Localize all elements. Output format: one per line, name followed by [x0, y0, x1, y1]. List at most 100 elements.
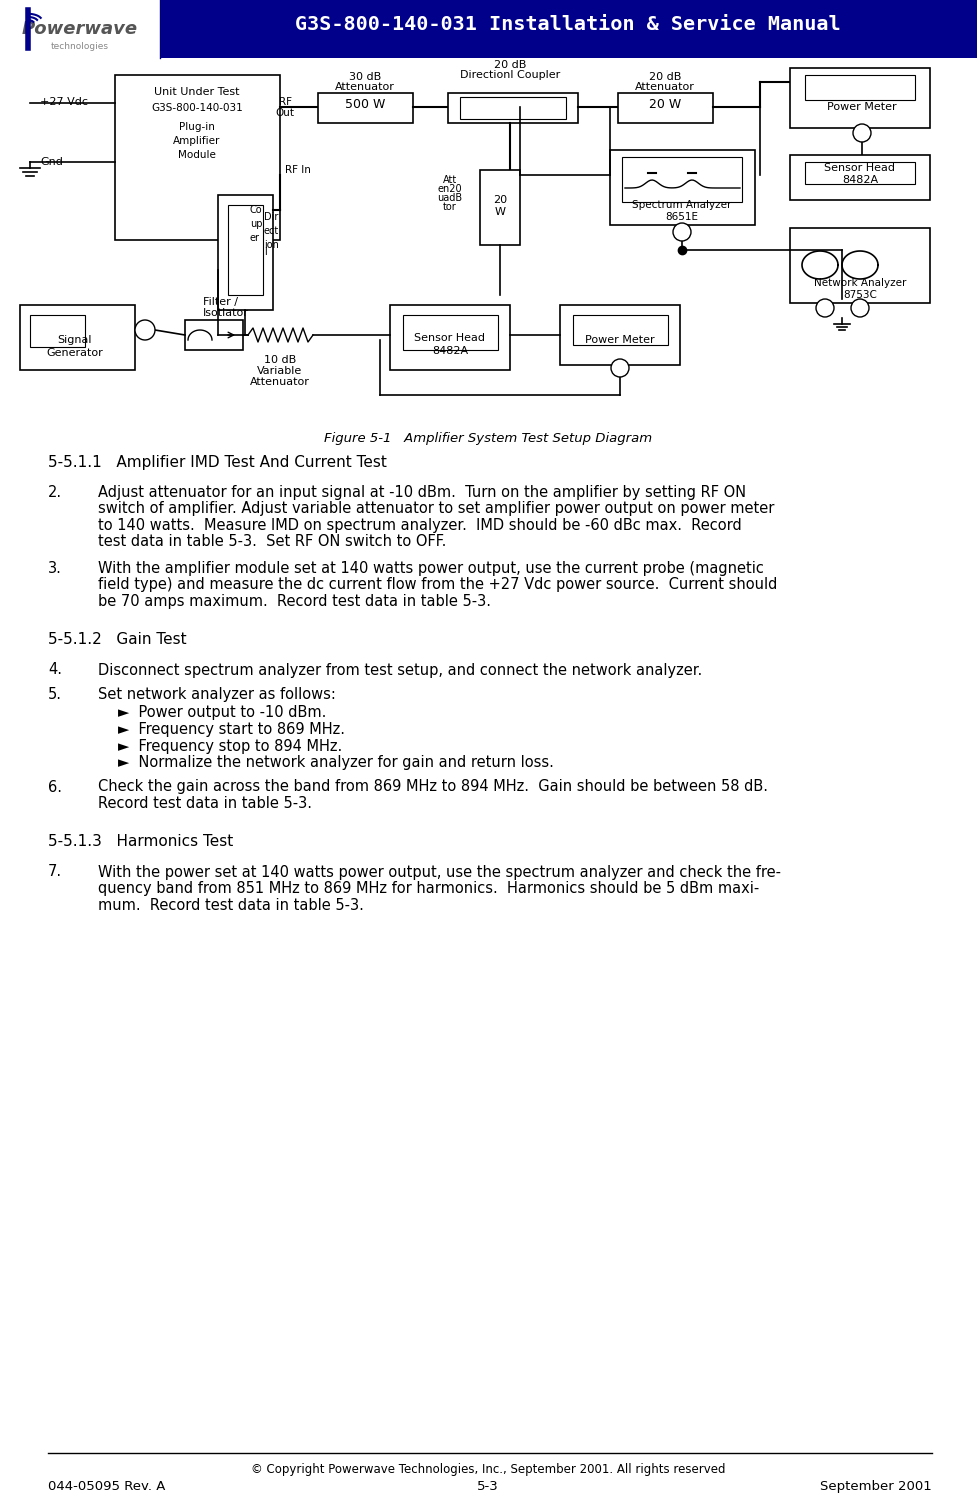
Text: ►  Frequency start to 869 MHz.: ► Frequency start to 869 MHz. [118, 721, 345, 736]
Text: Isotlator: Isotlator [203, 308, 249, 319]
Text: September 2001: September 2001 [821, 1480, 932, 1492]
Bar [218, 195, 273, 310]
Text: 5-5.1.2   Gain Test: 5-5.1.2 Gain Test [48, 633, 187, 648]
Bar [805, 162, 915, 183]
Text: 7.: 7. [48, 864, 63, 879]
Text: G3S-800-140-031: G3S-800-140-031 [151, 104, 243, 113]
Text: Attenuator: Attenuator [250, 377, 310, 386]
Text: up: up [250, 219, 263, 228]
Text: ►  Frequency stop to 894 MHz.: ► Frequency stop to 894 MHz. [118, 738, 342, 753]
Text: RF In: RF In [285, 165, 311, 174]
Circle shape [135, 320, 155, 340]
Text: Attenuator: Attenuator [635, 83, 695, 92]
Text: technologies: technologies [51, 42, 109, 51]
Text: 5-5.1.1   Amplifier IMD Test And Current Test: 5-5.1.1 Amplifier IMD Test And Current T… [48, 455, 387, 470]
Text: be 70 amps maximum.  Record test data in table 5-3.: be 70 amps maximum. Record test data in … [98, 594, 491, 609]
Text: Module: Module [178, 150, 216, 159]
Text: Power Meter: Power Meter [828, 102, 897, 113]
Bar [790, 68, 930, 128]
Text: Figure 5-1   Amplifier System Test Setup Diagram: Figure 5-1 Amplifier System Test Setup D… [324, 431, 652, 445]
Text: 20 dB: 20 dB [493, 60, 527, 71]
Text: en20: en20 [438, 183, 462, 194]
Text: 20: 20 [493, 195, 507, 204]
Bar [185, 320, 243, 350]
Circle shape [816, 299, 834, 317]
Text: Sensor Head: Sensor Head [414, 334, 486, 343]
Text: 2.: 2. [48, 485, 63, 500]
Text: W: W [494, 207, 505, 216]
Text: Signal: Signal [58, 335, 92, 346]
Bar [115, 75, 280, 240]
Bar [480, 170, 520, 245]
Bar [618, 93, 713, 123]
Text: Generator: Generator [47, 349, 104, 358]
Bar [790, 228, 930, 304]
Text: Filter /: Filter / [203, 298, 238, 307]
Bar [573, 316, 668, 346]
Bar [460, 98, 566, 119]
Text: 5-3: 5-3 [477, 1480, 499, 1492]
Bar [805, 75, 915, 101]
Bar [318, 93, 413, 123]
Text: mum.  Record test data in table 5-3.: mum. Record test data in table 5-3. [98, 897, 363, 912]
Text: Network Analyzer: Network Analyzer [814, 278, 907, 289]
Text: 500 W: 500 W [345, 98, 385, 111]
Bar [0, 0, 160, 59]
Text: switch of amplifier. Adjust variable attenuator to set amplifier power output on: switch of amplifier. Adjust variable att… [98, 502, 775, 517]
Circle shape [611, 359, 629, 377]
Text: 8482A: 8482A [842, 174, 878, 185]
Text: 10 dB: 10 dB [264, 355, 296, 365]
Text: Record test data in table 5-3.: Record test data in table 5-3. [98, 797, 312, 812]
Text: quency band from 851 MHz to 869 MHz for harmonics.  Harmonics should be 5 dBm ma: quency band from 851 MHz to 869 MHz for … [98, 881, 759, 896]
Circle shape [853, 125, 871, 141]
Text: Variable: Variable [257, 367, 303, 376]
Text: Check the gain across the band from 869 MHz to 894 MHz.  Gain should be between : Check the gain across the band from 869 … [98, 780, 768, 795]
Text: Power Meter: Power Meter [585, 335, 655, 346]
Text: Att: Att [443, 174, 457, 185]
Bar [228, 204, 263, 295]
Text: Directionl Coupler: Directionl Coupler [460, 71, 560, 80]
Text: +27 Vdc: +27 Vdc [40, 98, 88, 107]
Text: Plug-in: Plug-in [179, 122, 215, 132]
Text: Unit Under Test: Unit Under Test [154, 87, 239, 98]
Text: Disconnect spectrum analyzer from test setup, and connect the network analyzer.: Disconnect spectrum analyzer from test s… [98, 663, 702, 678]
Text: 044-05095 Rev. A: 044-05095 Rev. A [48, 1480, 165, 1492]
Text: Gnd: Gnd [40, 156, 63, 167]
Text: 6.: 6. [48, 780, 62, 795]
Text: With the power set at 140 watts power output, use the spectrum analyzer and chec: With the power set at 140 watts power ou… [98, 864, 781, 879]
Circle shape [673, 222, 691, 240]
Text: Sensor Head: Sensor Head [825, 162, 896, 173]
Text: G3S-800-140-031 Installation & Service Manual: G3S-800-140-031 Installation & Service M… [295, 15, 841, 35]
Bar [403, 316, 498, 350]
Bar [160, 0, 977, 59]
Text: ►  Normalize the network analyzer for gain and return loss.: ► Normalize the network analyzer for gai… [118, 755, 554, 770]
Text: 20 W: 20 W [649, 98, 681, 111]
Bar [390, 305, 510, 370]
Text: Dir: Dir [264, 212, 278, 222]
Text: © Copyright Powerwave Technologies, Inc., September 2001. All rights reserved: © Copyright Powerwave Technologies, Inc.… [251, 1462, 725, 1476]
Text: Out: Out [276, 108, 294, 119]
Text: tor: tor [444, 201, 457, 212]
Text: Spectrum Analyzer: Spectrum Analyzer [632, 200, 732, 210]
Text: Set network analyzer as follows:: Set network analyzer as follows: [98, 687, 336, 702]
Text: field type) and measure the dc current flow from the +27 Vdc power source.  Curr: field type) and measure the dc current f… [98, 577, 778, 592]
Text: to 140 watts.  Measure IMD on spectrum analyzer.  IMD should be -60 dBc max.  Re: to 140 watts. Measure IMD on spectrum an… [98, 519, 742, 534]
Text: uadB: uadB [438, 192, 462, 203]
Bar [560, 305, 680, 365]
Text: Co: Co [250, 204, 263, 215]
Bar [790, 155, 930, 200]
Text: 8482A: 8482A [432, 346, 468, 356]
Text: RF: RF [278, 98, 291, 107]
Text: With the amplifier module set at 140 watts power output, use the current probe (: With the amplifier module set at 140 wat… [98, 561, 764, 576]
Bar [622, 156, 742, 201]
Text: Powerwave: Powerwave [21, 20, 138, 38]
Text: Adjust attenuator for an input signal at -10 dBm.  Turn on the amplifier by sett: Adjust attenuator for an input signal at… [98, 485, 746, 500]
Text: test data in table 5-3.  Set RF ON switch to OFF.: test data in table 5-3. Set RF ON switch… [98, 535, 446, 550]
Bar [20, 305, 135, 370]
Text: ion: ion [264, 240, 278, 249]
Text: 5-5.1.3   Harmonics Test: 5-5.1.3 Harmonics Test [48, 834, 234, 849]
Text: ►  Power output to -10 dBm.: ► Power output to -10 dBm. [118, 705, 326, 720]
Text: l: l [264, 246, 267, 257]
Text: 4.: 4. [48, 663, 62, 678]
Text: 3.: 3. [48, 561, 62, 576]
